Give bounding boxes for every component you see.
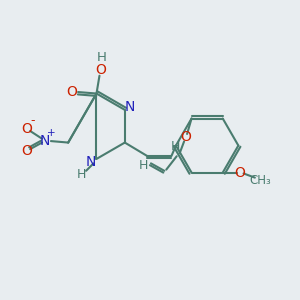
Text: N: N (40, 134, 50, 148)
Text: +: + (47, 128, 56, 138)
Text: H: H (139, 159, 148, 172)
Text: N: N (86, 155, 96, 170)
Text: O: O (66, 85, 77, 99)
Text: O: O (21, 122, 32, 136)
Text: O: O (95, 63, 106, 77)
Text: O: O (235, 166, 245, 180)
Text: -: - (31, 114, 35, 127)
Text: H: H (97, 51, 106, 64)
Text: CH₃: CH₃ (249, 174, 271, 187)
Text: O: O (21, 145, 32, 158)
Text: H: H (77, 168, 86, 181)
Text: O: O (180, 130, 191, 144)
Text: N: N (125, 100, 135, 114)
Text: H: H (170, 140, 180, 153)
